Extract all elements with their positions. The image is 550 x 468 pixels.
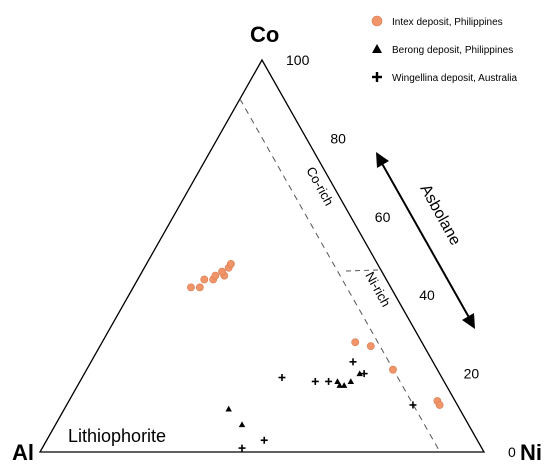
data-points [187,259,444,452]
plus-data-point [409,401,417,409]
ni-rich-label: Ni-rich [362,269,393,309]
axis-ticks: 100 80 60 40 20 0 [286,52,516,460]
triangle-data-point [356,370,363,377]
circle-data-point [351,338,360,347]
circle-data-point [195,283,204,292]
legend-entry-label: Berong deposit, Philippines [392,45,513,56]
asbolane-arrow [376,152,475,329]
circle-data-point [187,283,195,292]
triangle-data-point [225,405,232,412]
plus-data-point [260,436,268,444]
plus-data-point [238,444,246,452]
triangle-data-point [347,378,354,384]
tick-label: 40 [419,287,435,303]
co-rich-label: Co-rich [303,164,336,208]
legend-entry-label: Wingellina deposit, Australia [392,73,518,84]
circle-data-point [227,259,235,268]
circle-data-point [218,267,226,276]
triangle-data-point [334,378,341,384]
tick-label: 60 [375,209,391,225]
legend-plus-marker [372,72,382,82]
circle-data-point [211,271,220,280]
lithiophorite-label: Lithiophorite [68,426,166,446]
tick-label: 20 [464,366,480,382]
plus-data-point [311,377,319,385]
triangle-data-point [340,382,348,388]
tick-label: 80 [330,130,346,146]
vertex-label-co: Co [250,22,279,47]
circle-data-point [435,401,444,409]
tick-label: 100 [286,52,310,68]
plus-data-point [349,358,357,366]
circle-data-point [366,342,375,351]
circle-data-point [200,275,209,284]
tick-label: 0 [508,444,516,460]
vertex-label-al: Al [12,440,34,465]
legend: Intex deposit, Philippines Berong deposit… [371,15,518,84]
co-rich-boundary-line [239,98,441,453]
circle-data-point [389,365,397,374]
legend-entry-label: Intex deposit, Philippines [392,17,503,28]
plus-data-point [278,374,286,382]
triangle-data-point [238,421,246,428]
legend-circle-marker [371,15,383,27]
triangle-data-point [336,382,343,388]
plus-data-point [360,370,368,378]
vertex-label-ni: Ni [520,440,542,465]
plus-data-point [325,377,333,385]
legend-triangle-marker [372,44,382,53]
ternary-frame [38,58,486,453]
